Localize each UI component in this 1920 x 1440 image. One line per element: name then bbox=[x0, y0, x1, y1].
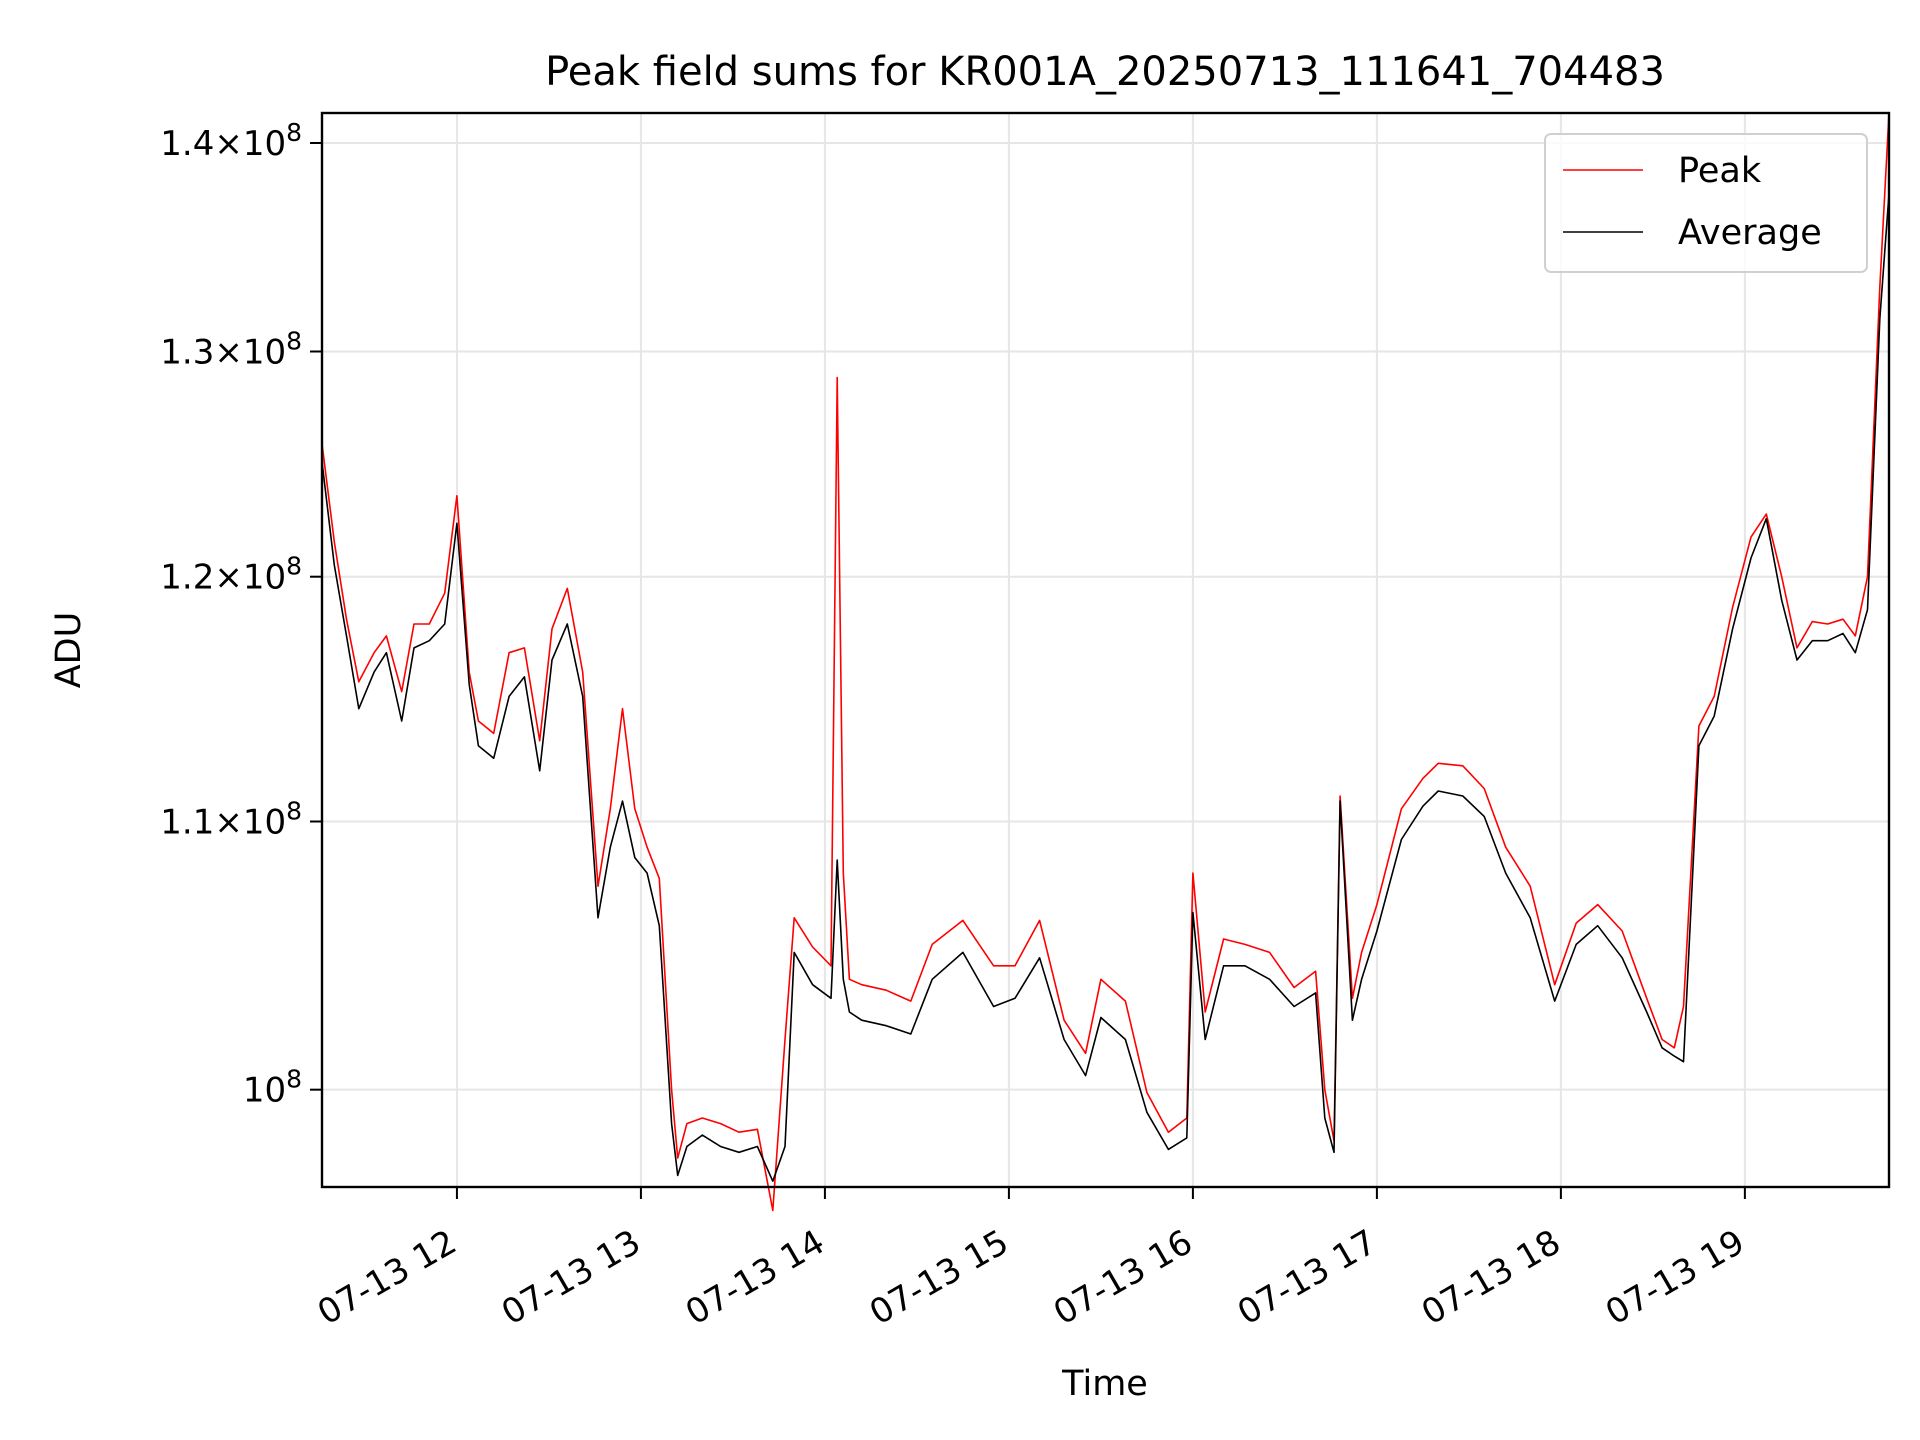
y-tick-label-4: 1.4×108 bbox=[160, 118, 302, 164]
x-axis-label: Time bbox=[1061, 1364, 1148, 1404]
legend: Peak Average bbox=[1544, 133, 1868, 273]
legend-label-average: Average bbox=[1678, 213, 1822, 253]
y-axis: 108 1.1×108 1.2×108 1.3×108 1.4×108 bbox=[160, 118, 322, 1111]
legend-box bbox=[1544, 133, 1868, 273]
chart-title: Peak field sums for KR001A_20250713_1116… bbox=[545, 49, 1665, 95]
legend-label-peak: Peak bbox=[1678, 151, 1762, 191]
grid bbox=[322, 113, 1889, 1187]
y-tick-label-3: 1.3×108 bbox=[160, 326, 302, 372]
series-layer bbox=[321, 112, 1890, 1212]
y-tick-label-1: 1.1×108 bbox=[160, 797, 302, 843]
series-line-average bbox=[321, 193, 1890, 1182]
y-tick-label-2: 1.2×108 bbox=[160, 552, 302, 598]
plot-frame bbox=[320, 111, 1891, 1189]
y-tick-label-0: 108 bbox=[243, 1065, 302, 1111]
y-axis-label: ADU bbox=[49, 612, 89, 689]
series-line-peak bbox=[321, 112, 1890, 1212]
